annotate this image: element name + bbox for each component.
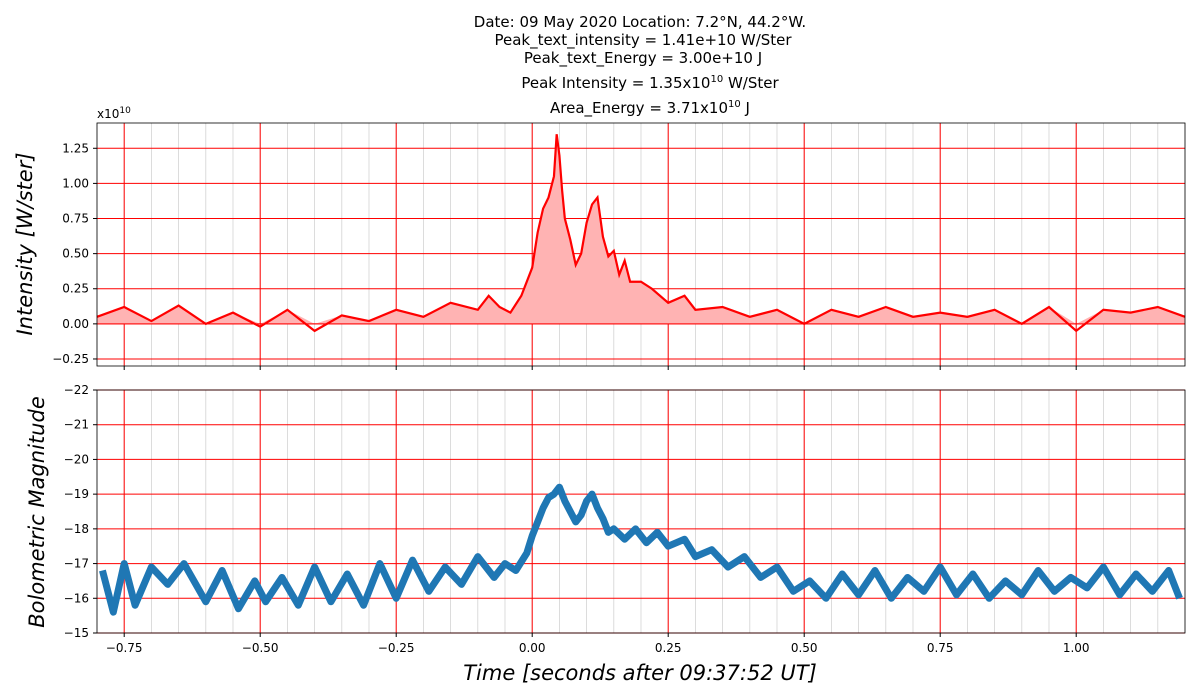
x-tick-label: 0.75 [927,641,954,655]
magnitude-panel: −22 −21 −20 −19 −18 −17 −16 −15 −0.75 −0.50 −0.25… [25,383,1186,685]
y-tick-label: 0.50 [62,247,89,261]
y-tick-label: 1.25 [62,141,89,155]
chart-title-block: Date: 09 May 2020 Location: 7.2°N, 44.2°… [474,13,806,118]
y-tick-label: −20 [64,452,89,466]
intensity-y-ticks: −0.25 0.00 0.25 0.50 0.75 1.00 1.25 [52,141,97,366]
x-tick-label: −0.25 [378,641,415,655]
magnitude-series-line [99,483,1183,616]
intensity-offset-base: x10 [97,107,119,121]
y-tick-label: 0.00 [62,317,89,331]
magnitude-x-ticks: −0.75 −0.50 −0.25 0.00 0.25 0.50 0.75 1.00 [106,633,1090,655]
x-axis-label: Time [seconds after 09:37:52 UT] [463,661,817,685]
y-tick-label: −22 [64,383,89,397]
y-tick-label: −15 [64,626,89,640]
title-line-date-location: Date: 09 May 2020 Location: 7.2°N, 44.2°… [474,13,806,31]
intensity-axes-frame [96,122,1186,367]
magnitude-axes-frame [96,389,1186,634]
title-peak-intensity-exp: 10 [710,74,723,85]
intensity-y-axis-label: Intensity [W/ster] [13,152,37,335]
x-tick-label: −0.50 [242,641,279,655]
intensity-offset-label: x1010 [97,106,131,121]
y-tick-label: 0.25 [62,282,89,296]
intensity-x-ticks [123,366,1077,370]
x-tick-label: −0.75 [106,641,143,655]
intensity-panel: −0.25 0.00 0.25 0.50 0.75 1.00 1.25 x1010 Inte… [13,106,1186,370]
title-area-energy-text: Area_Energy = 3.71x10 [550,99,728,118]
x-tick-label: 1.00 [1063,641,1090,655]
magnitude-y-ticks: −22 −21 −20 −19 −18 −17 −16 −15 [64,383,97,640]
title-line-peak-intensity: Peak Intensity = 1.35x1010 W/Ster [521,74,779,92]
title-peak-intensity-text: Peak Intensity = 1.35x10 [521,74,710,92]
x-tick-label: 0.00 [519,641,546,655]
x-tick-label: 0.50 [791,641,818,655]
y-tick-label: −0.25 [52,352,89,366]
title-line-area-energy: Area_Energy = 3.71x1010 J [550,99,750,118]
magnitude-y-axis-label: Bolometric Magnitude [25,396,49,628]
title-area-energy-exp: 10 [728,99,741,110]
y-tick-label: −18 [64,522,89,536]
intensity-area-fill [97,134,1185,324]
y-tick-label: −16 [64,591,89,605]
title-line-peak-text-intensity: Peak_text_intensity = 1.41e+10 W/Ster [494,31,792,50]
intensity-series-line [96,134,1186,333]
title-area-energy-unit: J [741,99,750,117]
title-peak-intensity-unit: W/Ster [723,74,779,92]
intensity-offset-exp: 10 [119,106,131,116]
y-tick-label: −17 [64,557,89,571]
title-line-peak-text-energy: Peak_text_Energy = 3.00e+10 J [524,49,762,68]
x-tick-label: 0.25 [655,641,682,655]
y-tick-label: 0.75 [62,212,89,226]
y-tick-label: −19 [64,487,89,501]
y-tick-label: 1.00 [62,176,89,190]
y-tick-label: −21 [64,418,89,432]
